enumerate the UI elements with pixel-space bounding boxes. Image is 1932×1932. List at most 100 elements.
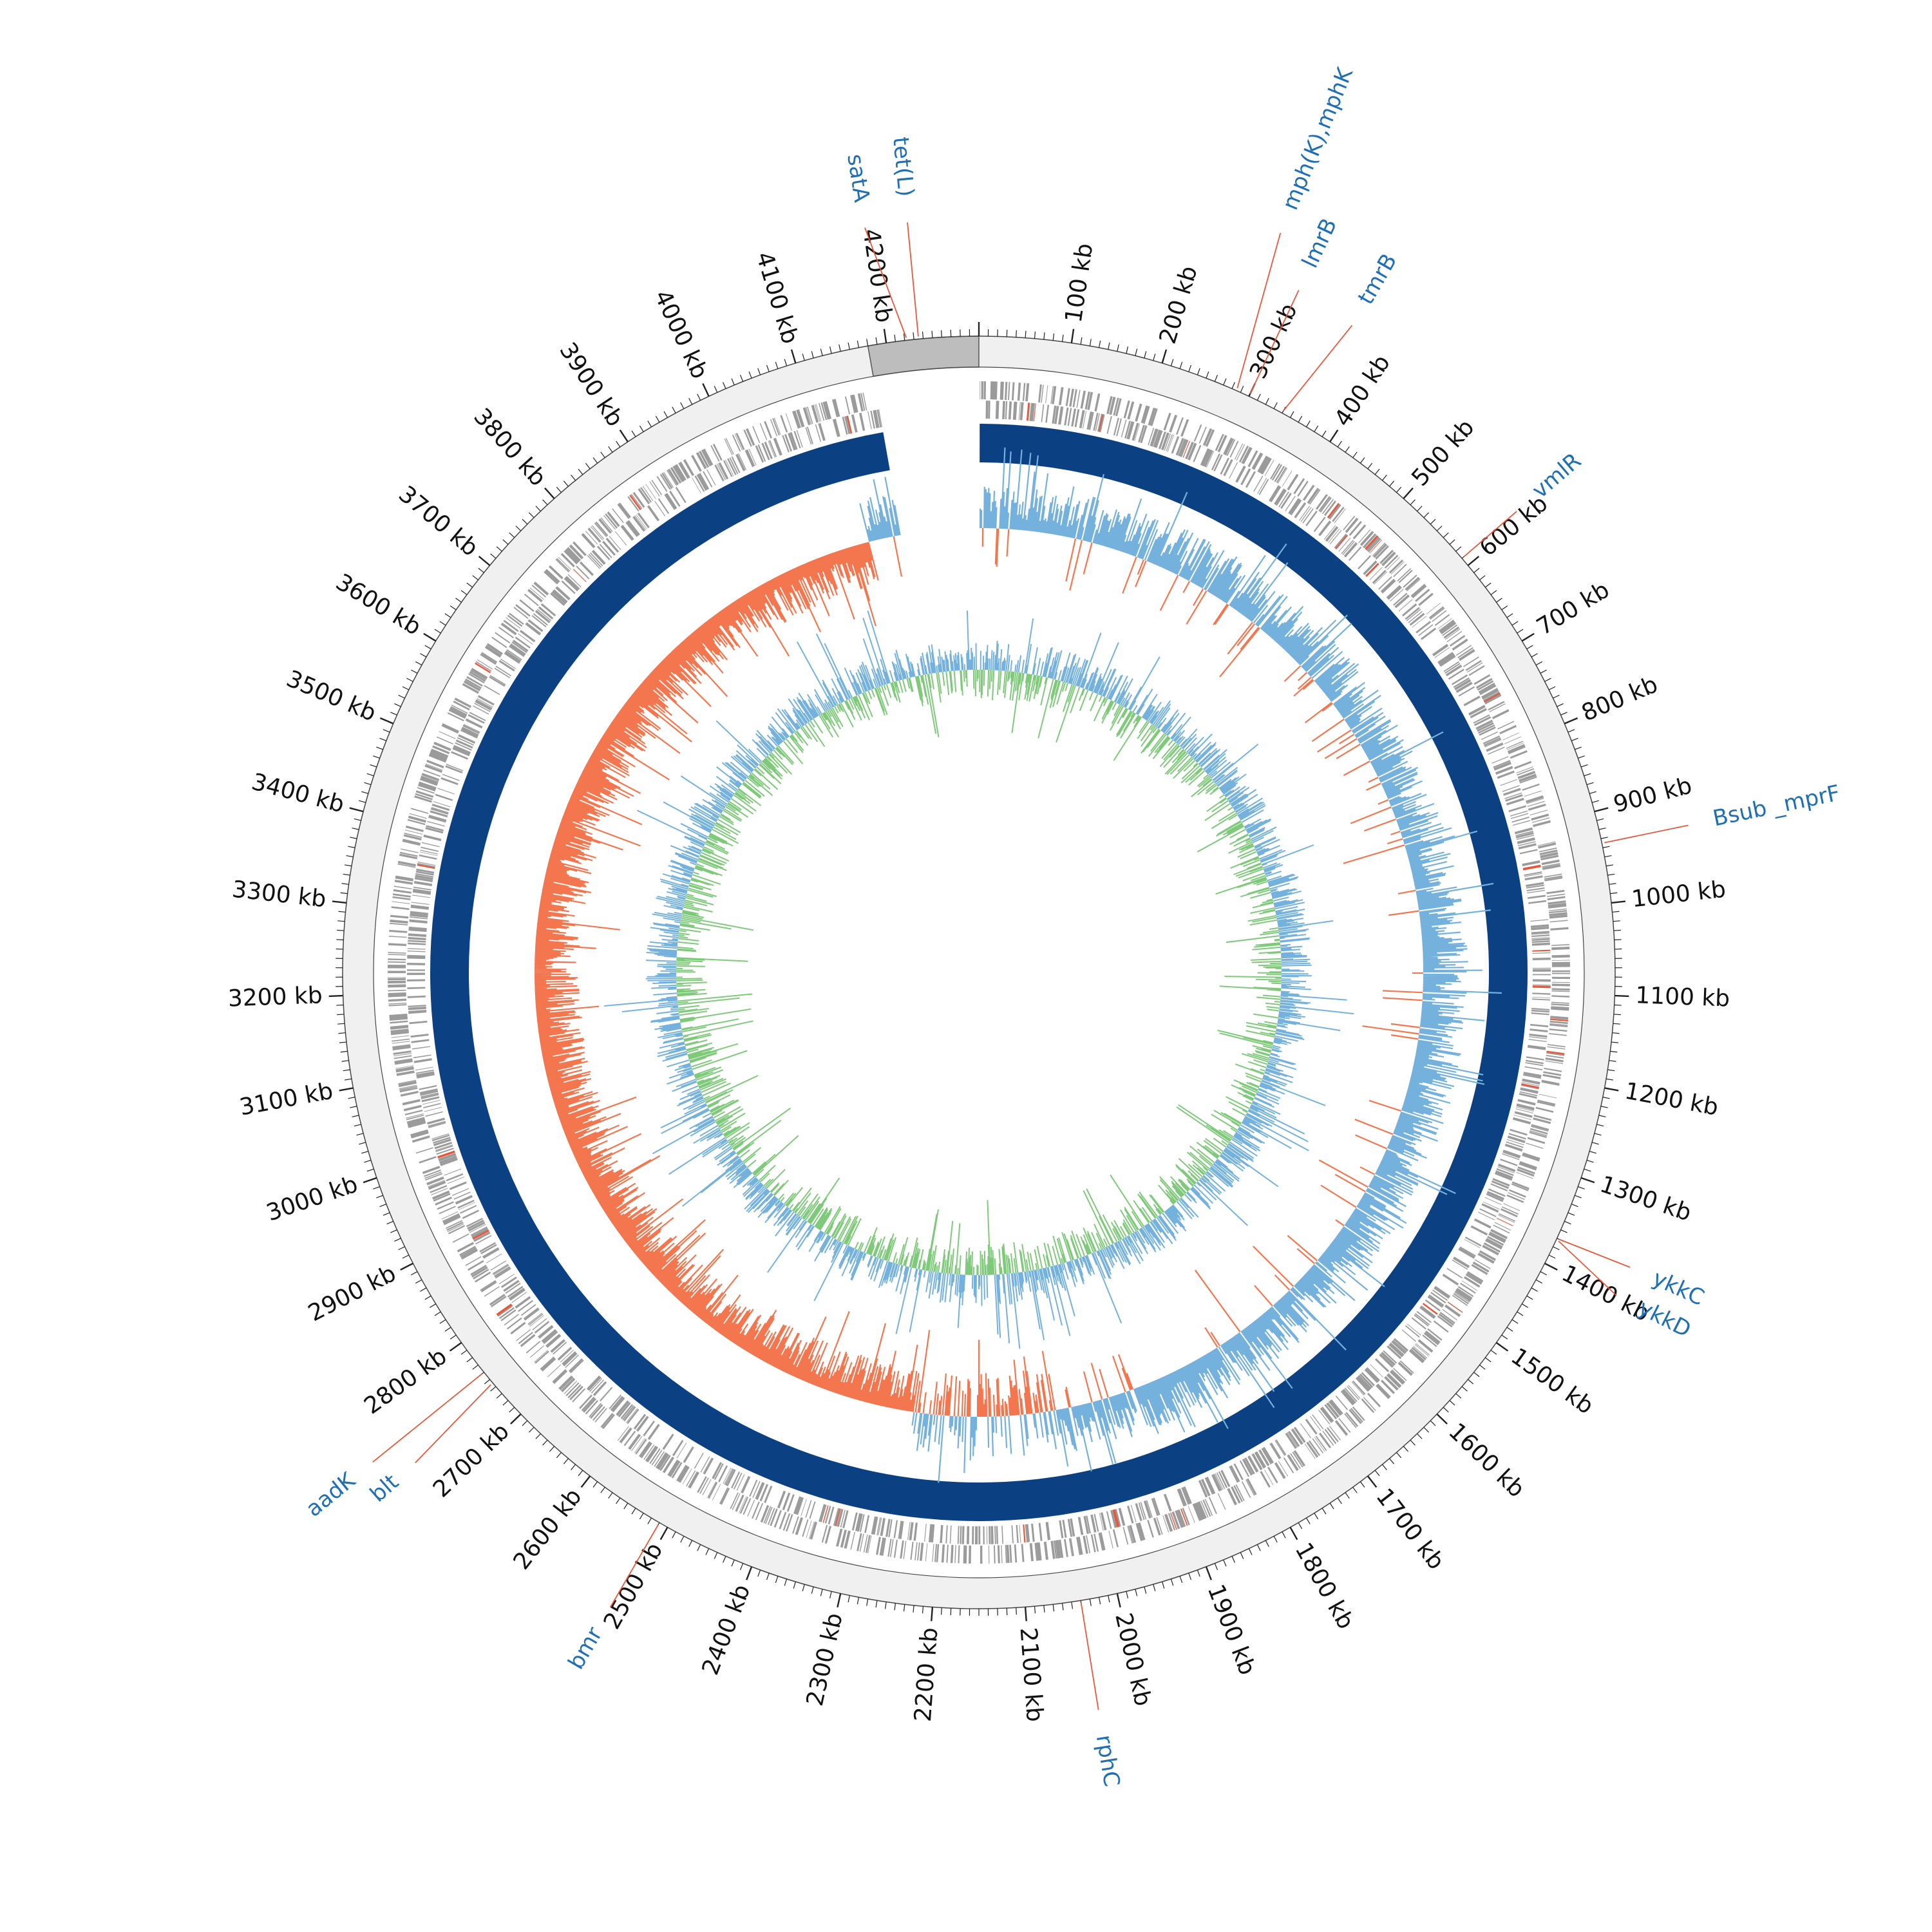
cds-feature (1193, 1503, 1202, 1520)
minor-tick (563, 480, 569, 487)
minor-tick (420, 653, 427, 658)
cds-feature (1365, 535, 1379, 551)
cds-feature (1514, 761, 1532, 770)
cds-feature (1495, 1170, 1513, 1179)
cds-feature (1126, 421, 1134, 440)
minor-tick (1526, 645, 1533, 650)
cds-feature (1455, 645, 1472, 656)
cds-feature (1452, 1259, 1468, 1270)
cds-feature (592, 1406, 605, 1421)
minor-tick (1417, 506, 1423, 512)
cds-feature (1153, 1497, 1160, 1516)
cds-feature (407, 969, 426, 971)
cds-feature (1492, 1178, 1510, 1187)
cds-feature (538, 1325, 553, 1337)
cds-feature (392, 1046, 411, 1051)
cds-feature (925, 1543, 928, 1562)
cds-feature (1383, 1350, 1397, 1364)
cds-feature (851, 1512, 858, 1531)
tick-label: 400 kb (1329, 350, 1396, 431)
cds-feature (1177, 1489, 1185, 1507)
cds-feature (1320, 1407, 1333, 1423)
cds-feature (1378, 576, 1392, 590)
cds-feature (409, 1020, 428, 1025)
cds-feature (407, 987, 426, 989)
cds-feature (415, 790, 434, 798)
minor-tick (348, 1097, 355, 1099)
cds-feature (1527, 889, 1545, 894)
cds-feature (535, 610, 551, 623)
minor-tick (429, 1303, 436, 1308)
minor-tick (723, 1556, 726, 1563)
cds-feature (609, 1394, 621, 1410)
cds-feature (390, 1025, 408, 1028)
cds-feature (415, 873, 434, 878)
minor-tick (528, 512, 535, 518)
cds-feature (1386, 1374, 1401, 1388)
cds-feature (1547, 1044, 1566, 1048)
cds-feature (442, 1213, 460, 1224)
cds-feature (428, 753, 447, 763)
cds-feature (1034, 1542, 1038, 1561)
cds-feature (1240, 468, 1251, 486)
cds-feature (399, 853, 418, 860)
minor-tick (1613, 920, 1620, 922)
cds-feature (407, 995, 426, 998)
cds-feature (616, 1401, 630, 1416)
minor-tick (1598, 828, 1606, 830)
minor-tick (1607, 1069, 1615, 1072)
minor-tick (344, 1078, 352, 1081)
cds-feature (1387, 556, 1400, 571)
cds-feature (1493, 761, 1511, 770)
cds-feature (1504, 1143, 1523, 1152)
minor-tick (556, 486, 562, 493)
cds-feature (590, 552, 603, 567)
cds-feature (392, 896, 411, 900)
cds-feature (1530, 810, 1548, 816)
cds-feature (1052, 405, 1057, 424)
cds-feature (1445, 665, 1463, 677)
minor-tick (509, 532, 515, 538)
cds-feature (486, 1253, 502, 1264)
cds-feature (562, 1351, 576, 1365)
cds-feature (534, 582, 549, 595)
major-tick (1116, 1593, 1121, 1608)
cds-feature (413, 1054, 431, 1059)
minor-tick (1600, 1106, 1608, 1108)
cds-feature (1437, 618, 1453, 630)
cds-feature (842, 1510, 849, 1529)
cds-feature (651, 479, 663, 496)
cds-feature (1289, 498, 1302, 515)
cds-feature (446, 1221, 464, 1231)
minor-tick (1473, 567, 1480, 573)
cds-feature (1505, 794, 1523, 802)
cds-feature (1242, 1459, 1252, 1476)
cds-feature (579, 561, 594, 576)
cds-feature (741, 1475, 751, 1493)
gene-label: vmlR (1528, 448, 1587, 504)
cds-feature (1393, 564, 1407, 578)
cds-feature (1405, 1325, 1420, 1338)
cds-feature (810, 1521, 817, 1540)
cds-feature (668, 468, 679, 485)
minor-tick (364, 782, 372, 786)
cds-feature (447, 712, 464, 722)
minor-tick (344, 864, 352, 867)
cds-feature (1328, 504, 1341, 520)
cds-feature (489, 1293, 506, 1306)
cds-feature (1405, 607, 1420, 620)
cds-feature (1493, 760, 1511, 768)
cds-feature (410, 916, 428, 920)
cds-feature (1324, 500, 1337, 516)
cds-feature (1482, 1201, 1500, 1210)
cds-feature (1481, 1203, 1499, 1213)
cds-feature (752, 1501, 760, 1519)
cds-feature (928, 1524, 932, 1542)
minor-tick (1567, 1212, 1575, 1216)
cds-feature (392, 1044, 411, 1048)
cds-feature (407, 979, 426, 981)
cds-feature (663, 472, 674, 488)
cds-feature (1188, 1506, 1195, 1523)
cds-feature (388, 989, 406, 992)
cds-feature (1506, 1139, 1524, 1146)
